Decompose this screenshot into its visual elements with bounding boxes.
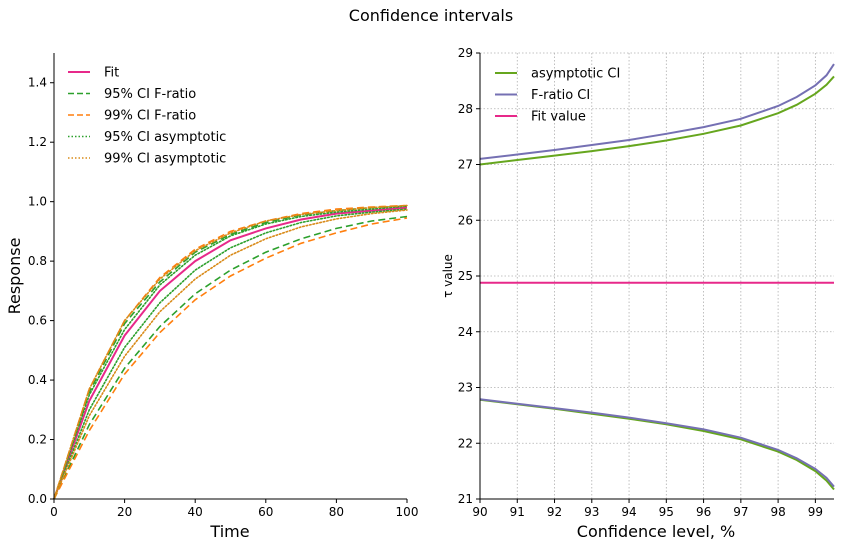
- series-line: [53, 209, 408, 500]
- x-tick-label: 98: [770, 505, 785, 519]
- y-tick-label: 25: [458, 269, 473, 283]
- x-tick-label: 20: [117, 505, 132, 519]
- x-tick-label: 93: [584, 505, 599, 519]
- x-tick-label: 100: [396, 505, 419, 519]
- y-tick-label: 1.2: [28, 135, 47, 149]
- x-tick-label: 80: [329, 505, 344, 519]
- y-tick-label: 1.4: [28, 76, 47, 90]
- y-tick-label: 24: [458, 325, 473, 339]
- x-tick-label: 96: [696, 505, 711, 519]
- y-axis-label: τ value: [441, 254, 455, 298]
- x-tick-label: 99: [808, 505, 823, 519]
- tau-chart: 90 91 92 93 94 95 96 97 98 99 21 22 23 24 25 26 27 28 29 C…: [441, 46, 835, 541]
- y-tick-label: 0.6: [28, 314, 47, 328]
- response-axes: 0 20 40 60 80 100 0.0 0.2 0.4 0.6 0.8 1.0 1.2 1.4: [28, 53, 419, 519]
- x-axis-label: Time: [209, 522, 249, 541]
- series-line: [53, 204, 408, 500]
- tau-axes: 90 91 92 93 94 95 96 97 98 99 21 22 23 24 25 26 27 28 29: [458, 46, 834, 519]
- y-tick-label: 26: [458, 213, 473, 227]
- series-line: [479, 63, 835, 160]
- x-axis-label: Confidence level, %: [577, 522, 735, 541]
- series-line: [53, 204, 408, 500]
- x-tick-label: 92: [547, 505, 562, 519]
- legend-label: 99% CI asymptotic: [104, 152, 226, 167]
- legend-label: 95% CI F-ratio: [104, 87, 196, 102]
- legend-label: Fit: [104, 66, 119, 81]
- y-tick-label: 0.2: [28, 433, 47, 447]
- series-line: [53, 206, 408, 500]
- series-line: [53, 205, 408, 500]
- x-tick-label: 0: [50, 505, 58, 519]
- x-tick-label: 97: [733, 505, 748, 519]
- response-lines: [53, 204, 408, 500]
- y-tick-label: 27: [458, 158, 473, 172]
- legend-label: F-ratio CI: [531, 88, 590, 103]
- y-tick-label: 0.8: [28, 254, 47, 268]
- series-line: [53, 205, 408, 500]
- series-line: [479, 398, 835, 488]
- y-tick-label: 28: [458, 102, 473, 116]
- y-tick-label: 1.0: [28, 195, 47, 209]
- series-line: [53, 217, 408, 500]
- legend-label: Fit value: [531, 110, 586, 125]
- y-tick-label: 22: [458, 436, 473, 450]
- series-line: [53, 208, 408, 500]
- y-tick-label: 0.0: [28, 492, 47, 506]
- legend-label: 99% CI F-ratio: [104, 109, 196, 124]
- x-tick-label: 60: [258, 505, 273, 519]
- response-chart: 0 20 40 60 80 100 0.0 0.2 0.4 0.6 0.8 1.0 1.2 1.4 Tim…: [5, 53, 418, 541]
- tau-lines: [479, 63, 835, 491]
- y-tick-label: 23: [458, 381, 473, 395]
- x-tick-label: 95: [659, 505, 674, 519]
- y-axis-label: Response: [5, 238, 24, 315]
- y-tick-label: 21: [458, 492, 473, 506]
- series-line: [479, 398, 835, 491]
- x-tick-label: 40: [188, 505, 203, 519]
- series-line: [479, 75, 835, 166]
- response-legend: Fit 95% CI F-ratio 99% CI F-ratio 95% CI as…: [68, 66, 226, 167]
- y-tick-label: 29: [458, 46, 473, 60]
- legend-label: 95% CI asymptotic: [104, 130, 226, 145]
- x-tick-label: 94: [621, 505, 636, 519]
- y-tick-label: 0.4: [28, 373, 47, 387]
- x-tick-label: 90: [472, 505, 487, 519]
- figure-title: Confidence intervals: [349, 6, 513, 25]
- series-line: [53, 215, 408, 500]
- x-tick-label: 91: [510, 505, 525, 519]
- legend-label: asymptotic CI: [531, 67, 620, 82]
- tau-legend: asymptotic CI F-ratio CI Fit value: [495, 67, 620, 125]
